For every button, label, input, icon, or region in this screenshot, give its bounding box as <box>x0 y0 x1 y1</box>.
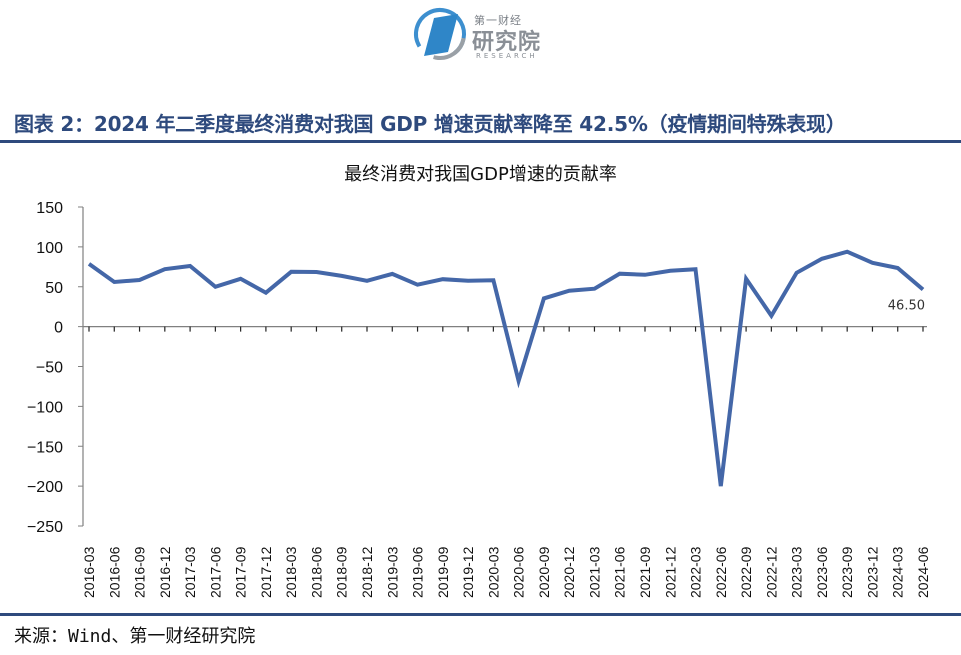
x-tick-label: 2022-03 <box>688 546 704 598</box>
x-tick-label: 2023-06 <box>814 546 830 598</box>
x-tick-label: 2017-06 <box>207 546 223 598</box>
x-tick-label: 2016-12 <box>157 546 173 598</box>
x-tick-label: 2020-09 <box>536 546 552 598</box>
figure-title: 图表 2：2024 年二季度最终消费对我国 GDP 增速贡献率降至 42.5%（… <box>14 112 846 136</box>
x-tick-label: 2023-03 <box>789 546 805 598</box>
x-tick-label: 2017-03 <box>182 546 198 598</box>
data-label: 46.50 <box>888 299 925 314</box>
x-tick-label: 2022-12 <box>763 546 779 598</box>
logo-text-main: 研究院 <box>472 30 542 55</box>
x-tick-label: 2019-06 <box>410 546 426 598</box>
data-series <box>87 249 925 487</box>
x-tick-label: 2017-09 <box>233 546 249 598</box>
source-note: 来源：Wind、第一财经研究院 <box>14 626 256 647</box>
y-tick-label: −50 <box>36 360 63 377</box>
research-institute-logo: 第一财经 研究院 RESEARCH <box>412 6 552 62</box>
x-tick-label: 2018-12 <box>359 546 375 598</box>
x-tick-label: 2023-12 <box>864 546 880 598</box>
y-tick-label: 50 <box>45 280 63 297</box>
x-tick-label: 2019-09 <box>435 546 451 598</box>
y-tick-label: 100 <box>36 240 63 257</box>
x-tick-label: 2020-06 <box>511 546 527 598</box>
y-tick-label: −150 <box>27 439 63 456</box>
data-annotations: 46.50 <box>888 299 925 314</box>
x-tick-label: 2023-09 <box>839 546 855 598</box>
title-divider <box>0 140 961 143</box>
x-tick-label: 2018-06 <box>308 546 324 598</box>
x-tick-label: 2016-09 <box>132 546 148 598</box>
y-axis: 150 100 50 0 −50 −100 −150 −200 −250 <box>27 200 84 536</box>
y-tick-label: −100 <box>27 399 63 416</box>
x-tick-label: 2021-06 <box>612 546 628 598</box>
x-tick-label: 2017-12 <box>258 546 274 598</box>
y-tick-label: −250 <box>27 519 63 536</box>
series-line <box>87 249 925 487</box>
x-axis: 2016-03 2016-06 2016-09 2016-12 2017-03 2017-… <box>81 326 931 598</box>
x-tick-label: 2022-09 <box>738 546 754 598</box>
x-tick-label: 2021-12 <box>662 546 678 598</box>
x-tick-label: 2018-09 <box>334 546 350 598</box>
logo-text-top: 第一财经 <box>474 14 522 27</box>
y-tick-label: 150 <box>36 200 63 217</box>
x-tick-label: 2022-06 <box>713 546 729 598</box>
research-institute-logo-icon <box>414 8 467 60</box>
x-tick-label: 2018-03 <box>283 546 299 598</box>
chart-title: 最终消费对我国GDP增速的贡献率 <box>344 164 617 185</box>
x-tick-label: 2016-03 <box>81 546 97 598</box>
x-tick-label: 2024-03 <box>890 546 906 598</box>
x-tick-label: 2021-03 <box>586 546 602 598</box>
y-tick-label: −200 <box>27 479 63 496</box>
x-tick-label: 2024-06 <box>915 546 931 598</box>
logo-text-sub: RESEARCH <box>476 52 538 60</box>
x-tick-label: 2019-12 <box>460 546 476 598</box>
y-tick-label: 0 <box>54 320 63 337</box>
footer-divider <box>0 613 961 616</box>
x-tick-label: 2020-12 <box>561 546 577 598</box>
x-tick-label: 2019-03 <box>384 546 400 598</box>
x-tick-label: 2021-09 <box>637 546 653 598</box>
x-tick-label: 2016-06 <box>106 546 122 598</box>
x-tick-label: 2020-03 <box>485 546 501 598</box>
